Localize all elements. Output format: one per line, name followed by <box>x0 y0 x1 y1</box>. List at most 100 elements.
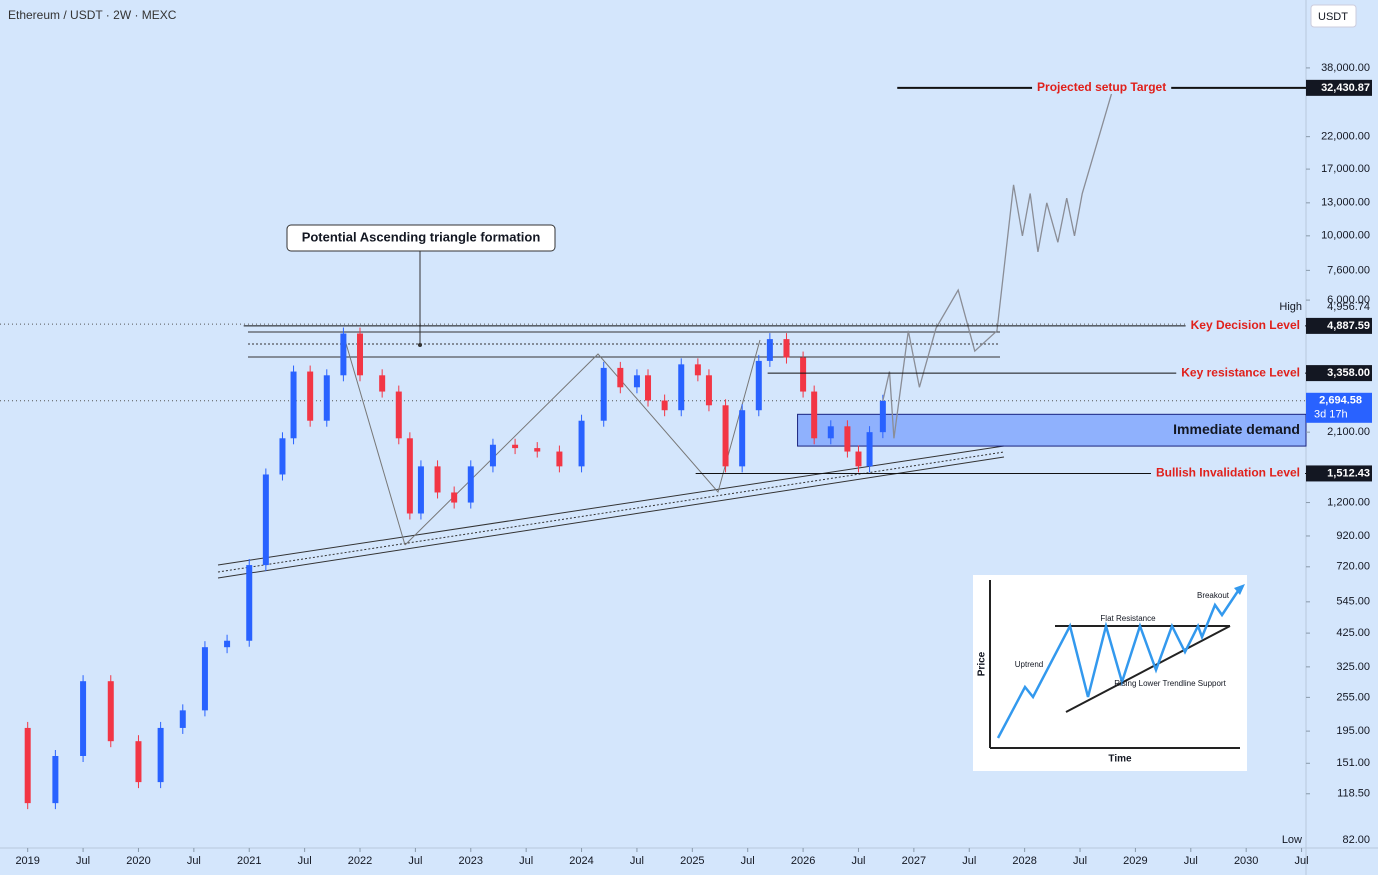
level-label: Bullish Invalidation Level <box>1156 466 1300 480</box>
y-tick-label: 118.50 <box>1337 788 1370 800</box>
x-tick-label: Jul <box>76 855 90 867</box>
x-tick-label: 2023 <box>459 855 483 867</box>
x-tick-label: Jul <box>187 855 201 867</box>
candle <box>645 375 652 401</box>
x-tick-label: 2020 <box>126 855 150 867</box>
level-price-box <box>1306 317 1372 334</box>
candle <box>395 391 402 439</box>
candle <box>279 438 286 475</box>
x-tick-label: Jul <box>298 855 312 867</box>
candle <box>783 339 790 358</box>
level-price: 4,887.59 <box>1327 320 1370 332</box>
currency-box[interactable] <box>1310 4 1357 28</box>
candle <box>722 405 729 467</box>
y-tick-label: 13,000.00 <box>1321 197 1370 209</box>
candle <box>157 727 164 783</box>
x-tick-label: 2025 <box>680 855 704 867</box>
level-label: Key Decision Level <box>1191 318 1300 332</box>
y-tick-label: 545.00 <box>1336 596 1370 608</box>
y-tick-label: 6,000.00 <box>1327 294 1370 306</box>
x-tick-label: 2030 <box>1234 855 1258 867</box>
candle <box>489 444 496 467</box>
x-tick-label: Jul <box>1295 855 1309 867</box>
candle <box>52 756 59 804</box>
x-tick-label: 2019 <box>15 855 39 867</box>
chart-title: Ethereum / USDT · 2W · MEXC <box>8 8 177 22</box>
x-tick-label: Jul <box>519 855 533 867</box>
candle <box>201 647 208 711</box>
annotation: Potential Ascending triangle formation <box>302 229 541 244</box>
candle <box>246 565 253 641</box>
candle <box>179 710 186 728</box>
candle <box>811 391 818 439</box>
x-tick-label: 2028 <box>1012 855 1036 867</box>
y-tick-label: 325.00 <box>1336 661 1370 673</box>
y-tick-label: 720.00 <box>1336 561 1370 573</box>
x-tick-label: 2021 <box>237 855 261 867</box>
x-tick-label: 2027 <box>902 855 926 867</box>
x-tick-label: Jul <box>630 855 644 867</box>
candle <box>406 438 413 514</box>
candle <box>135 741 142 783</box>
candle <box>290 371 297 439</box>
inset-resistance: Flat Resistance <box>1100 614 1156 623</box>
candle <box>24 727 31 804</box>
candle <box>800 357 807 392</box>
y-tick-label: 151.00 <box>1336 757 1370 769</box>
candle <box>879 400 886 433</box>
x-tick-label: Jul <box>741 855 755 867</box>
inset-y-label: Price <box>977 651 988 676</box>
last-price: 2,694.58 <box>1319 395 1362 407</box>
inset-diagram: Price Time Uptrend Flat Resistance Break… <box>973 575 1247 771</box>
candle <box>855 451 862 467</box>
currency[interactable]: USDT <box>1318 11 1348 23</box>
level-label-bg <box>1185 318 1305 333</box>
y-tick-label: 17,000.00 <box>1321 163 1370 175</box>
candle <box>107 681 114 742</box>
level-label-bg <box>1176 365 1305 380</box>
level-price: 1,512.43 <box>1327 467 1370 479</box>
x-tick-label: 2024 <box>569 855 593 867</box>
candle <box>633 375 640 388</box>
level-price: 3,358.00 <box>1327 367 1370 379</box>
candle <box>678 364 685 411</box>
x-tick-label: 2026 <box>791 855 815 867</box>
x-tick-label: 2022 <box>348 855 372 867</box>
level-label: Key resistance Level <box>1181 365 1300 379</box>
candle <box>827 426 834 439</box>
y-tick-label: 425.00 <box>1336 627 1370 639</box>
inset-x-label: Time <box>1108 754 1132 765</box>
candle <box>379 375 386 392</box>
candle <box>739 410 746 467</box>
high-label: High <box>1279 301 1302 313</box>
candle <box>661 400 668 411</box>
projection-line <box>882 87 1114 439</box>
candle <box>512 444 519 449</box>
y-tick-label: 1,200.00 <box>1327 496 1370 508</box>
x-tick-label: Jul <box>962 855 976 867</box>
countdown: 3d 17h <box>1314 409 1348 421</box>
candle <box>866 432 873 467</box>
candle <box>262 474 269 566</box>
candle <box>224 640 231 648</box>
y-tick-label: 195.00 <box>1336 725 1370 737</box>
candle <box>705 375 712 406</box>
level-price: 32,430.87 <box>1321 82 1370 94</box>
x-tick-label: Jul <box>851 855 865 867</box>
candle <box>600 367 607 421</box>
y-tick-label: 10,000.00 <box>1321 230 1370 242</box>
candle <box>451 492 458 503</box>
candle <box>434 466 441 493</box>
low-price: 82.00 <box>1342 834 1370 846</box>
candle <box>844 426 851 452</box>
candle <box>766 339 773 361</box>
y-tick-label: 7,600.00 <box>1327 264 1370 276</box>
high-price: 4,956.74 <box>1327 301 1370 313</box>
x-tick-label: 2029 <box>1123 855 1147 867</box>
triangle-lines <box>217 250 1005 579</box>
y-tick-label: 255.00 <box>1336 691 1370 703</box>
candle <box>578 420 585 467</box>
x-tick-label: Jul <box>1073 855 1087 867</box>
candle <box>307 371 314 421</box>
